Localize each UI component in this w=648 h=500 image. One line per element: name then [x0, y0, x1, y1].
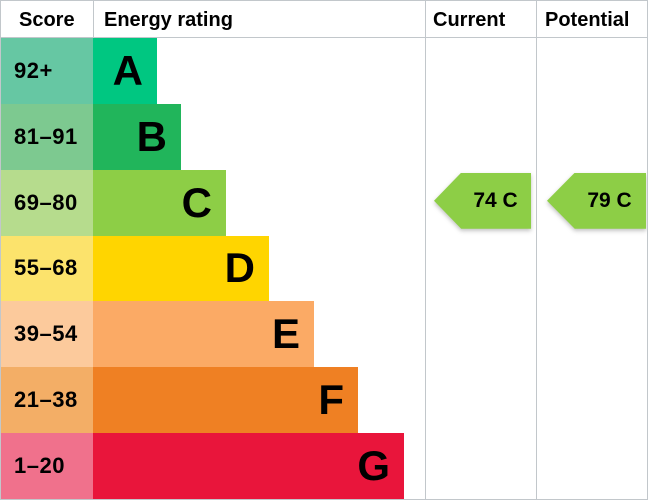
rating-bar: G — [93, 433, 404, 499]
band-row-f: 21–38 F — [1, 367, 425, 434]
score-cell: 21–38 — [1, 367, 93, 434]
band-letter: F — [318, 376, 344, 424]
score-cell: 81–91 — [1, 103, 93, 170]
score-cell: 92+ — [1, 38, 93, 104]
potential-rating-label: 79 C — [587, 188, 632, 212]
current-rating-label: 74 C — [473, 188, 518, 212]
header-score: Score — [19, 9, 75, 31]
band-letter: D — [224, 244, 255, 292]
score-cell: 39–54 — [1, 301, 93, 368]
band-letter: C — [181, 178, 212, 226]
divider-score-rating — [93, 1, 94, 37]
potential-arrow-shape: 79 C — [547, 172, 646, 229]
header-underline — [1, 37, 647, 38]
band-row-g: 1–20 G — [1, 433, 425, 499]
current-rating-arrow: 74 C — [434, 172, 531, 229]
current-arrow-shape: 74 C — [434, 172, 531, 229]
rating-bar: D — [93, 235, 269, 302]
header-current: Current — [433, 9, 506, 31]
score-cell: 55–68 — [1, 235, 93, 302]
band-letter: A — [112, 46, 143, 94]
header-energy-rating: Energy rating — [104, 9, 233, 31]
band-letter: E — [271, 310, 300, 358]
score-cell: 69–80 — [1, 169, 93, 236]
rating-bar: F — [93, 367, 358, 434]
band-rows: 92+ A 81–91 B 69–80 C 55–68 D 39–54 E 21… — [1, 38, 425, 499]
rating-bar: B — [93, 103, 181, 170]
band-row-c: 69–80 C — [1, 169, 425, 236]
score-cell: 1–20 — [1, 433, 93, 499]
rating-bar: A — [93, 38, 157, 104]
band-letter: G — [357, 442, 390, 490]
divider-rating-current — [425, 1, 426, 499]
band-row-a: 92+ A — [1, 38, 425, 104]
band-row-d: 55–68 D — [1, 235, 425, 302]
band-row-b: 81–91 B — [1, 103, 425, 170]
band-row-e: 39–54 E — [1, 301, 425, 368]
band-letter: B — [136, 112, 167, 160]
header-potential: Potential — [545, 9, 630, 31]
divider-current-potential — [536, 1, 537, 499]
rating-bar: C — [93, 169, 226, 236]
potential-rating-arrow: 79 C — [547, 172, 646, 229]
rating-bar: E — [93, 301, 314, 368]
